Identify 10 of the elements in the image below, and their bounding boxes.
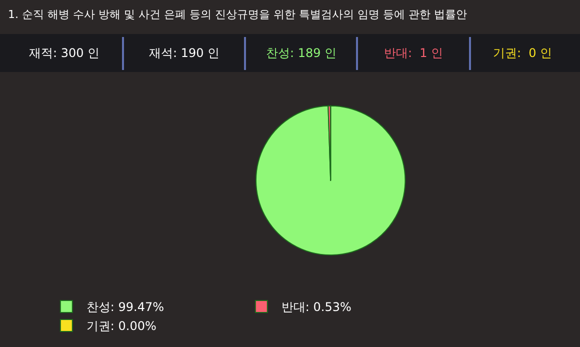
text: 반대: 1 인	[384, 46, 444, 60]
legend-label: 기권: 0.00%	[86, 319, 156, 334]
text: 재적: 300 인	[29, 46, 100, 60]
legend-label: 찬성: 99.47%	[86, 300, 164, 314]
pie-slice	[255, 105, 406, 256]
text: 기권: 0 인	[493, 46, 552, 60]
text: 재석: 190 인	[149, 46, 220, 60]
chart-title: 1. 순직 해병 수사 방해 및 사건 은폐 등의 진상규명을 위한 특별검사의 임명 등에 관한 법률안	[8, 8, 467, 21]
text: 찬성: 189 인	[266, 46, 337, 60]
legend-label: 반대: 0.53%	[281, 300, 352, 314]
